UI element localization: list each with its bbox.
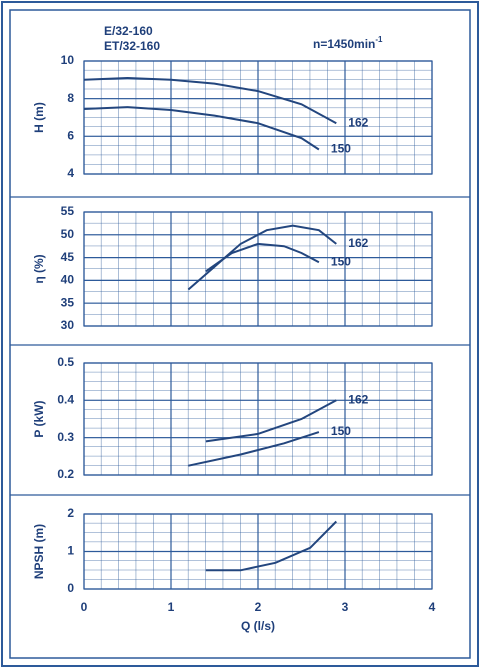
model-label: E/32-160 xyxy=(104,24,153,38)
y-tick-label: 2 xyxy=(67,506,74,520)
x-tick-label: 0 xyxy=(81,600,88,614)
curve xyxy=(187,224,337,291)
y-tick-label: 0.3 xyxy=(57,430,74,444)
y-tick-label: 0 xyxy=(67,581,74,595)
curve xyxy=(83,106,320,151)
y-tick-label: 45 xyxy=(61,250,75,264)
y-axis-label: H (m) xyxy=(32,102,46,133)
y-tick-label: 55 xyxy=(61,204,75,218)
x-axis-label: Q (l/s) xyxy=(241,619,275,633)
inner-frame xyxy=(9,9,471,659)
y-tick-label: 1 xyxy=(67,544,74,558)
y-axis-label: P (kW) xyxy=(32,400,46,437)
x-tick-label: 3 xyxy=(342,600,349,614)
curve xyxy=(188,431,320,467)
x-tick-label: 4 xyxy=(429,600,436,614)
curve-label: 150 xyxy=(331,254,351,268)
model-label: ET/32-160 xyxy=(104,39,160,53)
curve xyxy=(83,76,337,125)
y-tick-label: 50 xyxy=(61,227,75,241)
y-tick-label: 8 xyxy=(67,91,74,105)
y-tick-label: 30 xyxy=(61,318,75,332)
curve-label: 162 xyxy=(348,115,368,129)
curve xyxy=(205,399,337,443)
y-tick-label: 4 xyxy=(67,166,74,180)
curve-label: 162 xyxy=(348,236,368,250)
y-tick-label: 0.4 xyxy=(57,393,74,407)
y-axis-label: NPSH (m) xyxy=(32,524,46,579)
y-tick-label: 10 xyxy=(61,53,75,67)
speed-exponent: -1 xyxy=(375,35,383,44)
y-axis-label: η (%) xyxy=(32,254,46,283)
curve-label: 150 xyxy=(331,142,351,156)
x-tick-label: 2 xyxy=(255,600,262,614)
y-tick-label: 6 xyxy=(67,129,74,143)
y-tick-label: 35 xyxy=(61,295,75,309)
speed-text: n=1450min xyxy=(313,37,375,51)
curve xyxy=(205,520,338,572)
x-tick-label: 1 xyxy=(168,600,175,614)
y-tick-label: 0.5 xyxy=(57,355,74,369)
y-tick-label: 0.2 xyxy=(57,467,74,481)
speed-label: n=1450min-1 xyxy=(313,35,383,51)
curve-label: 162 xyxy=(348,393,368,407)
y-tick-label: 40 xyxy=(61,273,75,287)
curve xyxy=(205,242,320,273)
curve-label: 150 xyxy=(331,424,351,438)
